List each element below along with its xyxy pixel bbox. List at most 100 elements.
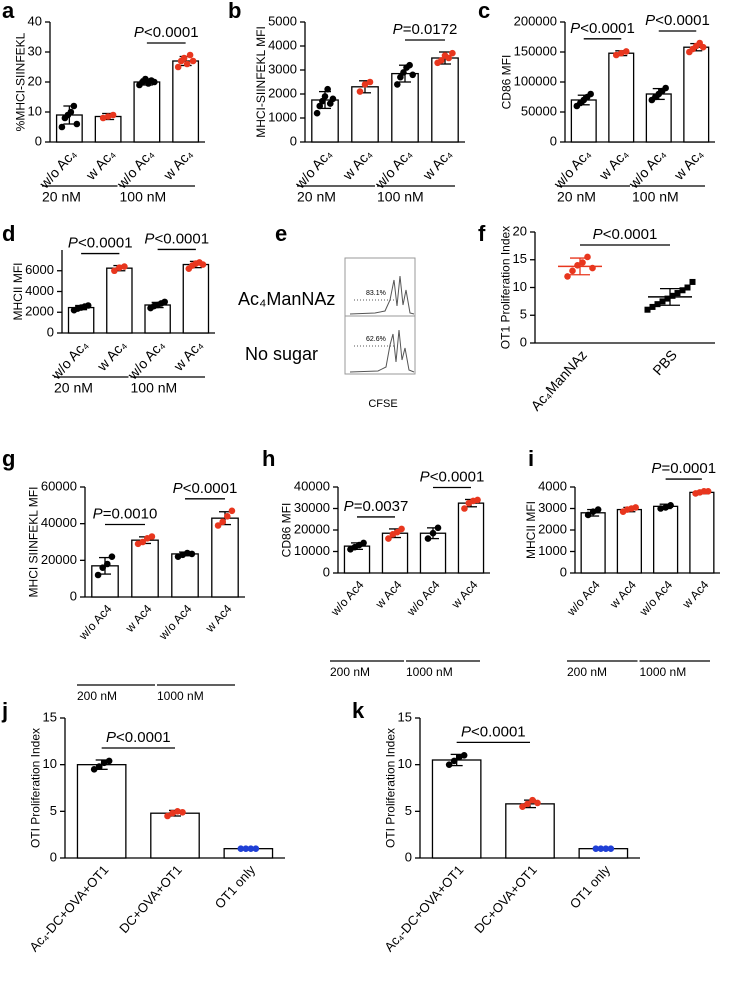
bar: [150, 812, 200, 859]
y-axis-label: MHCI SIINFEKL MFI: [27, 487, 41, 598]
y-tick-label: 0: [520, 334, 527, 349]
y-tick-label: 5: [520, 307, 527, 322]
y-axis-label: OTI Proliferation Index: [29, 728, 43, 848]
x-tick-label: OT1 only: [212, 862, 259, 912]
data-point: [704, 488, 712, 495]
data-point: [564, 273, 571, 280]
data-point: [186, 51, 194, 59]
data-point: [316, 102, 324, 110]
data-point: [584, 253, 591, 261]
group-label: 100 nM: [377, 189, 424, 205]
y-tick-label: 150000: [514, 43, 557, 58]
x-tick-label: w Ac₄: [339, 146, 375, 184]
bar: [689, 491, 715, 574]
data-point: [674, 290, 681, 297]
data-point: [449, 49, 456, 57]
group-label: 1000 nM: [406, 665, 453, 679]
x-tick-label: w/o Ac₄: [371, 146, 415, 193]
x-tick-label: w/o Ac4: [327, 578, 366, 620]
x-tick-label: w Ac4: [202, 602, 235, 636]
data-point: [654, 301, 661, 308]
data-point: [589, 264, 596, 272]
x-tick-label: Ac₄-DC+OVA+OT1: [381, 862, 466, 954]
data-point: [659, 298, 666, 305]
y-tick-label: 50000: [521, 103, 557, 118]
data-point: [474, 496, 481, 504]
y-tick-label: 15: [43, 709, 57, 724]
y-tick-label: 10: [28, 103, 42, 118]
y-tick-label: 20: [28, 73, 42, 88]
x-tick-label: DC+OVA+OT1: [471, 862, 540, 936]
y-tick-label: 0: [560, 564, 567, 579]
y-tick-label: 30000: [294, 500, 330, 515]
y-tick-label: 0: [70, 588, 77, 603]
data-point: [242, 845, 250, 852]
y-tick-label: 15: [513, 251, 527, 266]
y-axis-label: MHCII MFI: [524, 501, 538, 559]
data-point: [569, 267, 576, 275]
data-point: [529, 796, 536, 804]
data-point: [116, 264, 123, 271]
data-point: [90, 766, 98, 773]
data-point: [684, 284, 691, 291]
y-tick-label: 0: [35, 133, 42, 148]
data-point: [657, 505, 664, 512]
data-point: [644, 306, 651, 313]
y-tick-label: 0: [323, 564, 330, 579]
y-axis-label: %MHCI-SIINFEKL: [14, 32, 28, 131]
p-value: P=0.0001: [651, 460, 716, 477]
data-point: [612, 51, 620, 59]
x-tick-label: Ac₄-DC+OVA+OT1: [26, 862, 111, 954]
data-point: [111, 267, 118, 275]
x-axis-label: CFSE: [368, 398, 397, 410]
group-label: 200 nM: [77, 689, 117, 703]
data-point: [188, 550, 196, 558]
data-point: [326, 100, 334, 107]
y-tick-label: 40: [28, 13, 42, 28]
data-point: [161, 298, 168, 306]
flow-histograms: [344, 257, 416, 375]
group-label: 20 nM: [42, 189, 81, 205]
p-value: P<0.0001: [420, 468, 485, 485]
group-label: 200 nM: [567, 665, 607, 679]
x-tick-label: w/o Ac₄: [291, 146, 335, 193]
data-point: [679, 287, 686, 294]
y-axis-label: CD86 MFI: [499, 55, 513, 110]
sample-label: Ac₄ManNAz: [238, 289, 335, 309]
data-point: [58, 123, 66, 131]
p-value: P<0.0001: [570, 20, 635, 37]
group-label: 20 nM: [557, 189, 596, 205]
p-value: P<0.0001: [68, 235, 133, 252]
data-point: [214, 522, 222, 529]
y-tick-label: 10: [398, 756, 412, 771]
x-tick-label: w Ac4: [679, 578, 712, 612]
panel-letter: h: [262, 446, 275, 471]
y-tick-label: 0: [50, 849, 57, 864]
data-point: [324, 85, 331, 93]
x-tick-label: w/o Ac₄: [47, 337, 91, 384]
data-point: [699, 43, 707, 51]
y-tick-label: 10: [43, 756, 57, 771]
y-tick-label: 0: [290, 133, 297, 148]
data-point: [148, 533, 156, 540]
data-point: [199, 261, 207, 268]
p-value: P=0.0172: [393, 21, 458, 38]
bar: [172, 60, 200, 143]
y-tick-label: 4000: [538, 478, 567, 493]
x-tick-label: w/o Ac₄: [625, 146, 669, 193]
data-point: [424, 535, 432, 542]
data-point: [597, 845, 605, 852]
data-point: [461, 505, 468, 512]
x-tick-label: w Ac₄: [670, 146, 706, 184]
bar: [106, 267, 133, 334]
data-point: [319, 97, 326, 105]
data-point: [84, 302, 92, 309]
data-point: [361, 81, 369, 88]
bar: [580, 512, 606, 574]
data-point: [519, 803, 526, 810]
y-tick-label: 10: [513, 279, 527, 294]
data-point: [219, 518, 226, 526]
panel-letter: f: [478, 221, 486, 246]
group-label: 20 nM: [54, 380, 93, 396]
